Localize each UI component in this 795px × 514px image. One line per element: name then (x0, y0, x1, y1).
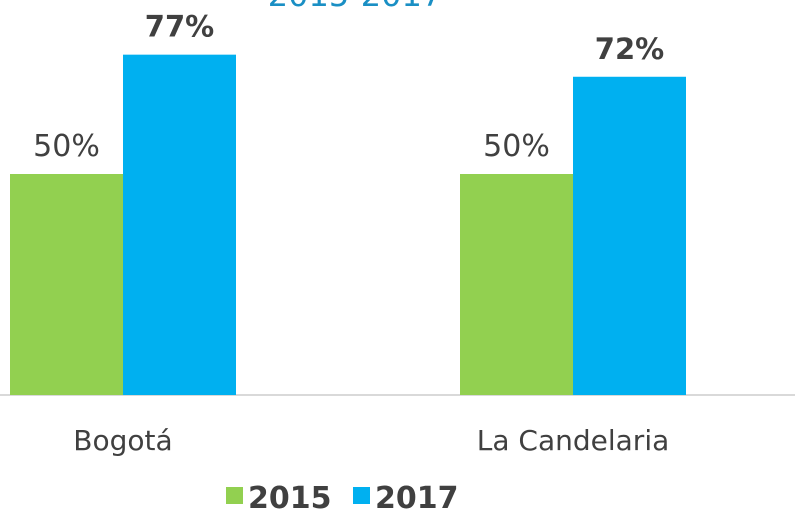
legend-label: 2015 (248, 481, 332, 514)
legend-swatch (226, 487, 243, 504)
data-label: 72% (595, 32, 664, 66)
chart-title: 2015-2017 (268, 0, 442, 14)
data-label: 50% (483, 129, 550, 164)
bar (460, 174, 573, 395)
data-label: 50% (33, 129, 100, 164)
data-label: 77% (145, 10, 214, 44)
bar (10, 174, 123, 395)
legend-swatch (353, 487, 370, 504)
x-tick-label: La Candelaria (477, 424, 670, 457)
x-tick-label: Bogotá (73, 424, 172, 457)
bar (123, 54, 236, 395)
bar (573, 76, 686, 395)
legend-label: 2017 (375, 481, 459, 514)
